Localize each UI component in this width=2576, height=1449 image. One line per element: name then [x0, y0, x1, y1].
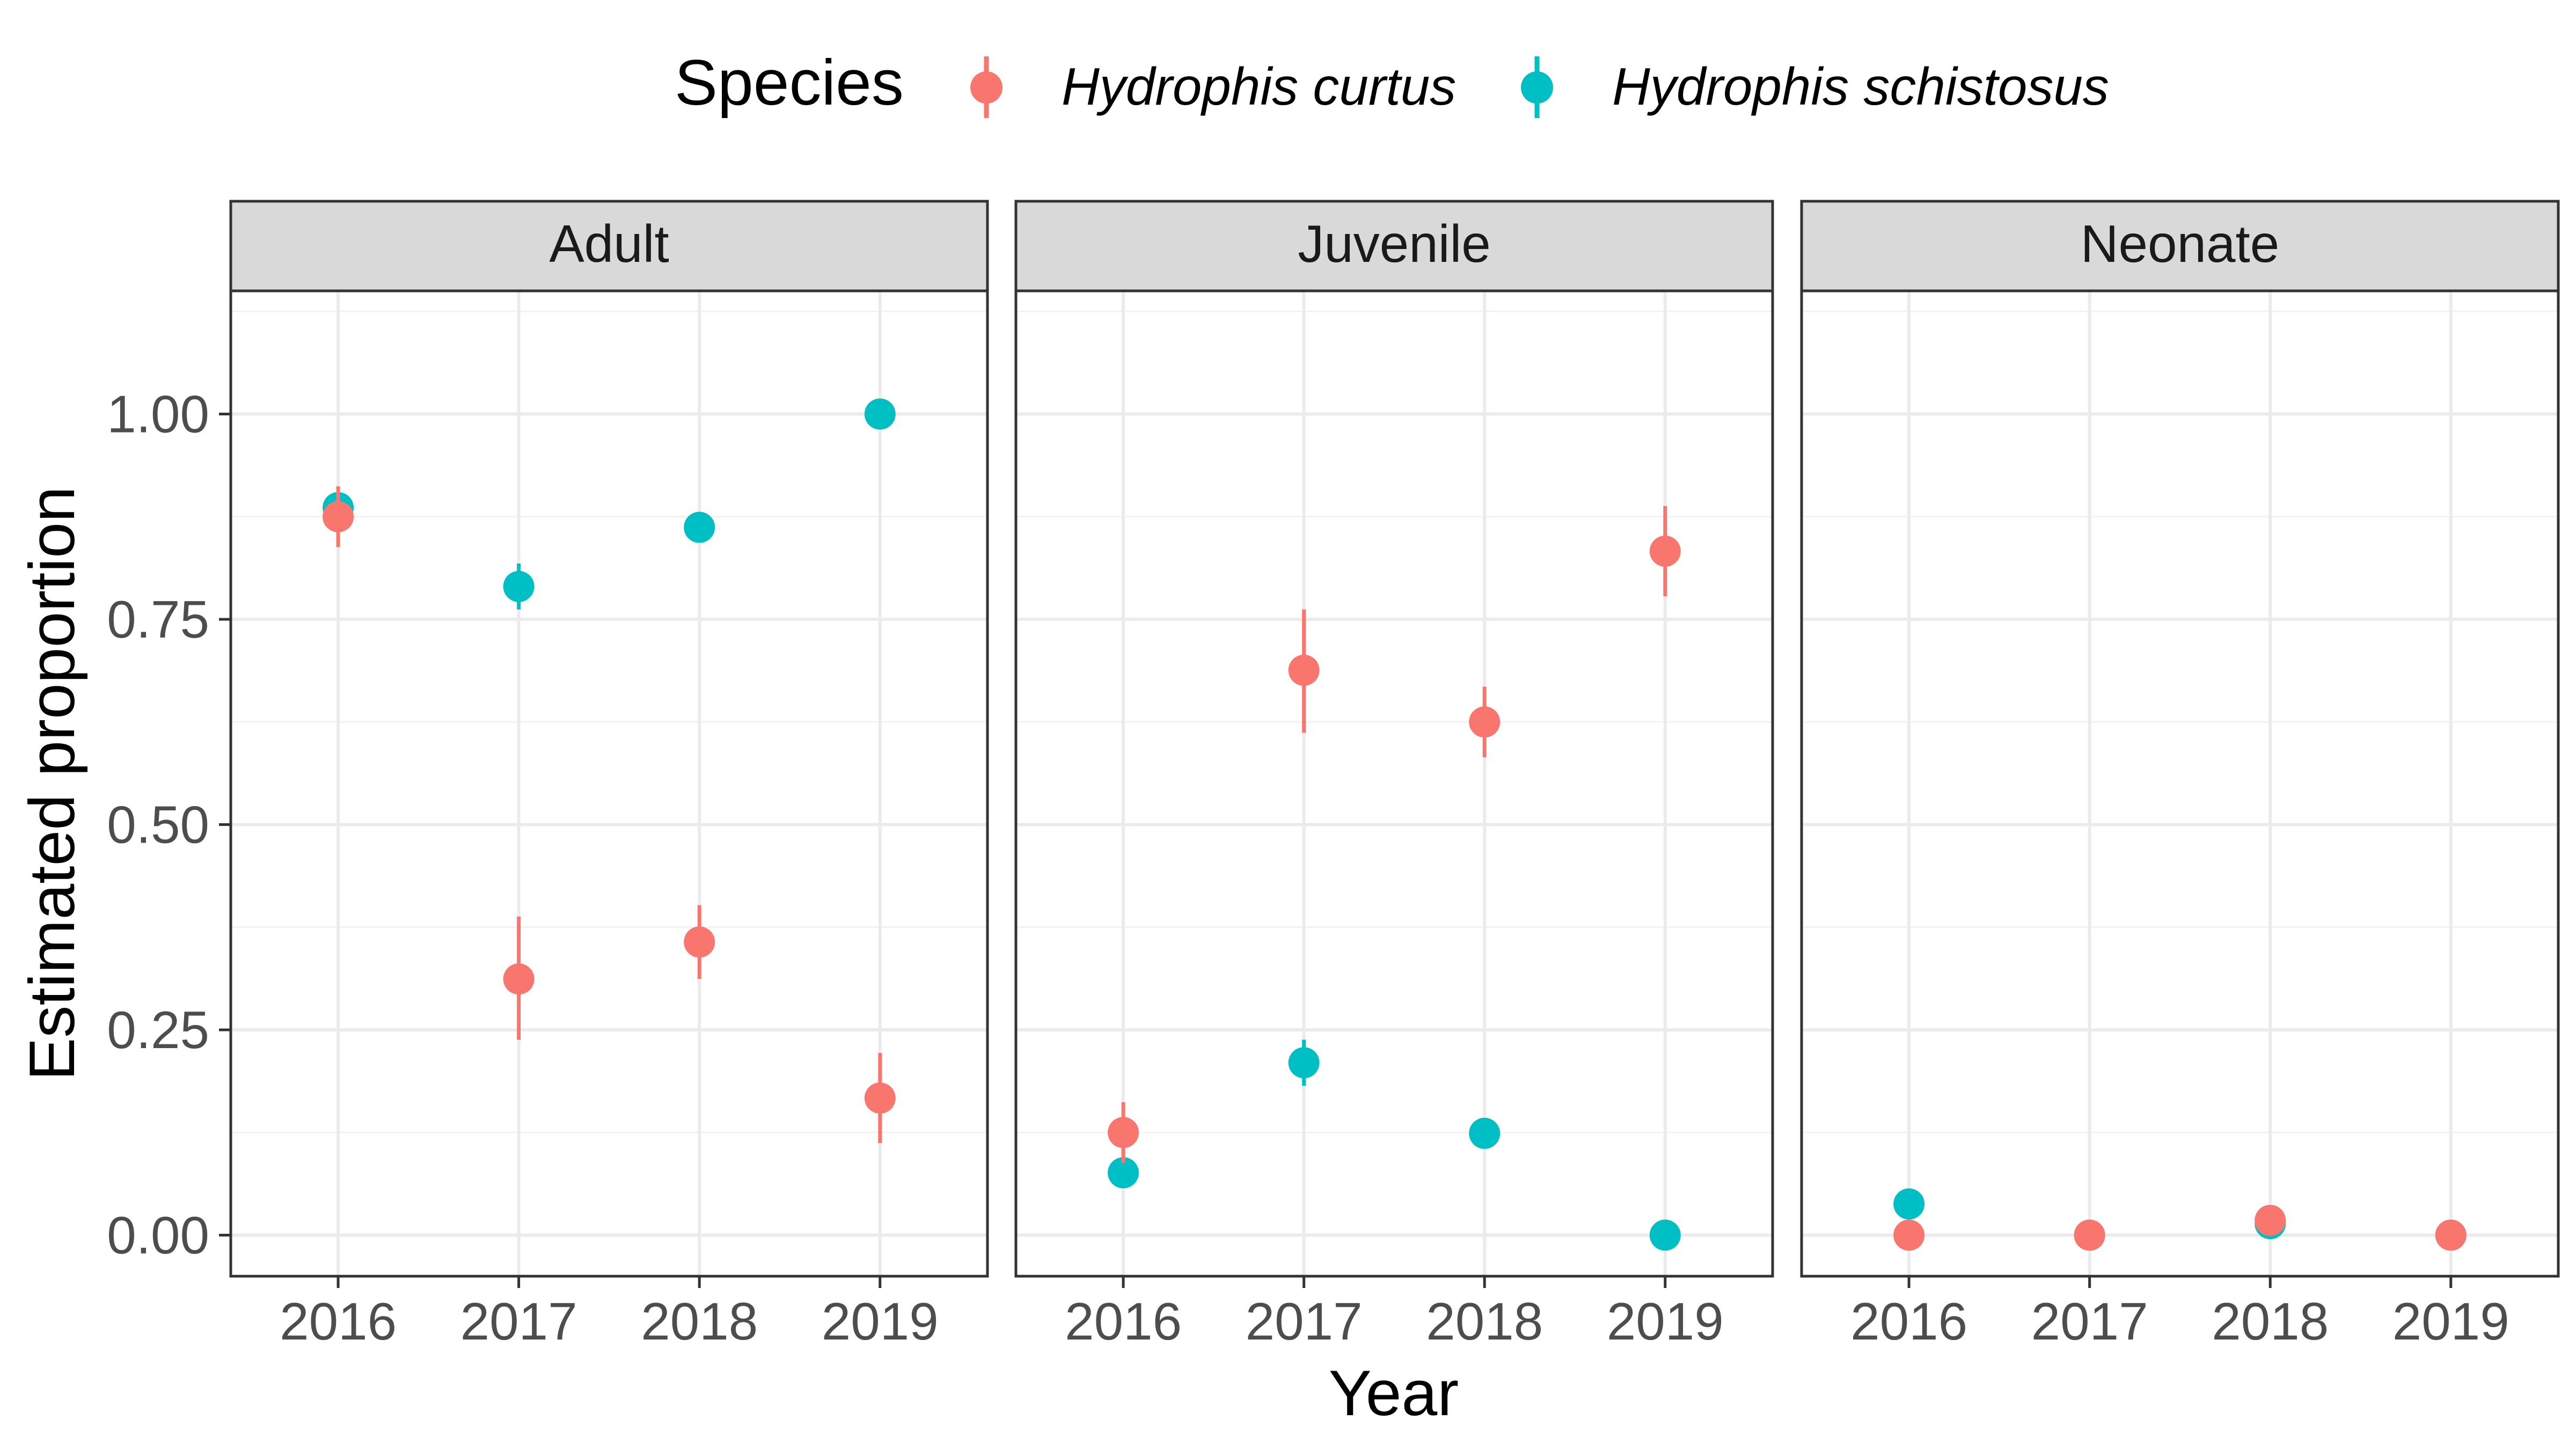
- plot-background: [1802, 291, 2558, 1276]
- data-point: [1893, 1188, 1925, 1220]
- data-point: [1108, 1157, 1139, 1189]
- panel-border: [229, 289, 989, 1278]
- legend-key-point: [970, 71, 1002, 104]
- data-point: [323, 501, 354, 532]
- x-tick-label: 2016: [1850, 1292, 1967, 1351]
- y-tick-label: 0.00: [107, 1206, 209, 1265]
- data-point: [1649, 1219, 1681, 1251]
- facet-strip: [1014, 200, 1774, 292]
- facet-panel-juvenile: Juvenile 2016 2017 2018 2019: [1014, 200, 1774, 1351]
- facet-panel-neonate: Neonate 2016 2017 2018 2019: [1800, 200, 2560, 1351]
- x-tick-label: 2019: [2392, 1292, 2509, 1351]
- y-tick-label: 0.50: [107, 795, 209, 854]
- facet-strip-label: Neonate: [2081, 214, 2280, 273]
- data-point: [503, 963, 535, 995]
- x-tick-label: 2019: [822, 1292, 939, 1351]
- data-point: [1649, 536, 1681, 567]
- panel-border: [1800, 289, 2560, 1278]
- panel-border: [1014, 289, 1774, 1278]
- x-tick-label: 2017: [460, 1292, 577, 1351]
- x-axis-title: Year: [1329, 1357, 1459, 1429]
- x-tick-label: 2019: [1607, 1292, 1724, 1351]
- y-tick-label: 1.00: [107, 385, 209, 444]
- data-point: [1288, 654, 1320, 686]
- legend: Species Hydrophis curtus Hydrophis schist…: [675, 47, 2109, 119]
- x-tick-label: 2018: [641, 1292, 758, 1351]
- plot-background: [1016, 291, 1773, 1276]
- data-point: [684, 926, 715, 958]
- data-point: [684, 511, 715, 543]
- data-point: [1469, 1117, 1501, 1149]
- plot-background: [231, 291, 987, 1276]
- x-tick-label: 2016: [280, 1292, 397, 1351]
- data-point: [1469, 706, 1501, 738]
- data-point: [864, 398, 896, 430]
- x-tick-label: 2017: [2031, 1292, 2148, 1351]
- y-tick-label: 0.75: [107, 590, 209, 649]
- legend-key-point: [1521, 71, 1553, 104]
- x-tick-label: 2018: [2212, 1292, 2329, 1351]
- data-point: [503, 570, 535, 602]
- y-axis-title: Estimated proportion: [16, 486, 88, 1080]
- x-tick-label: 2017: [1246, 1292, 1363, 1351]
- facet-panels: Adult 2016 2017 2018 2019 0.00 0.25 0.50 0.75 1.0…: [107, 200, 2560, 1351]
- data-point: [2435, 1219, 2467, 1251]
- facet-strip-label: Adult: [549, 214, 669, 273]
- facet-strip: [229, 200, 989, 292]
- y-tick-label: 0.25: [107, 1000, 209, 1059]
- facet-strip-label: Juvenile: [1298, 214, 1491, 273]
- data-point: [1108, 1117, 1139, 1148]
- x-tick-label: 2018: [1426, 1292, 1543, 1351]
- data-point: [2255, 1204, 2286, 1236]
- legend-title: Species: [675, 47, 904, 119]
- legend-label: Hydrophis curtus: [1062, 57, 1456, 116]
- legend-label: Hydrophis schistosus: [1612, 57, 2109, 116]
- data-point: [2074, 1219, 2105, 1251]
- data-point: [1288, 1047, 1320, 1079]
- data-point: [1893, 1219, 1925, 1251]
- data-point: [864, 1082, 896, 1114]
- x-tick-label: 2016: [1065, 1292, 1182, 1351]
- facet-panel-adult: Adult 2016 2017 2018 2019 0.00 0.25 0.50 0.75 1.0…: [107, 200, 989, 1351]
